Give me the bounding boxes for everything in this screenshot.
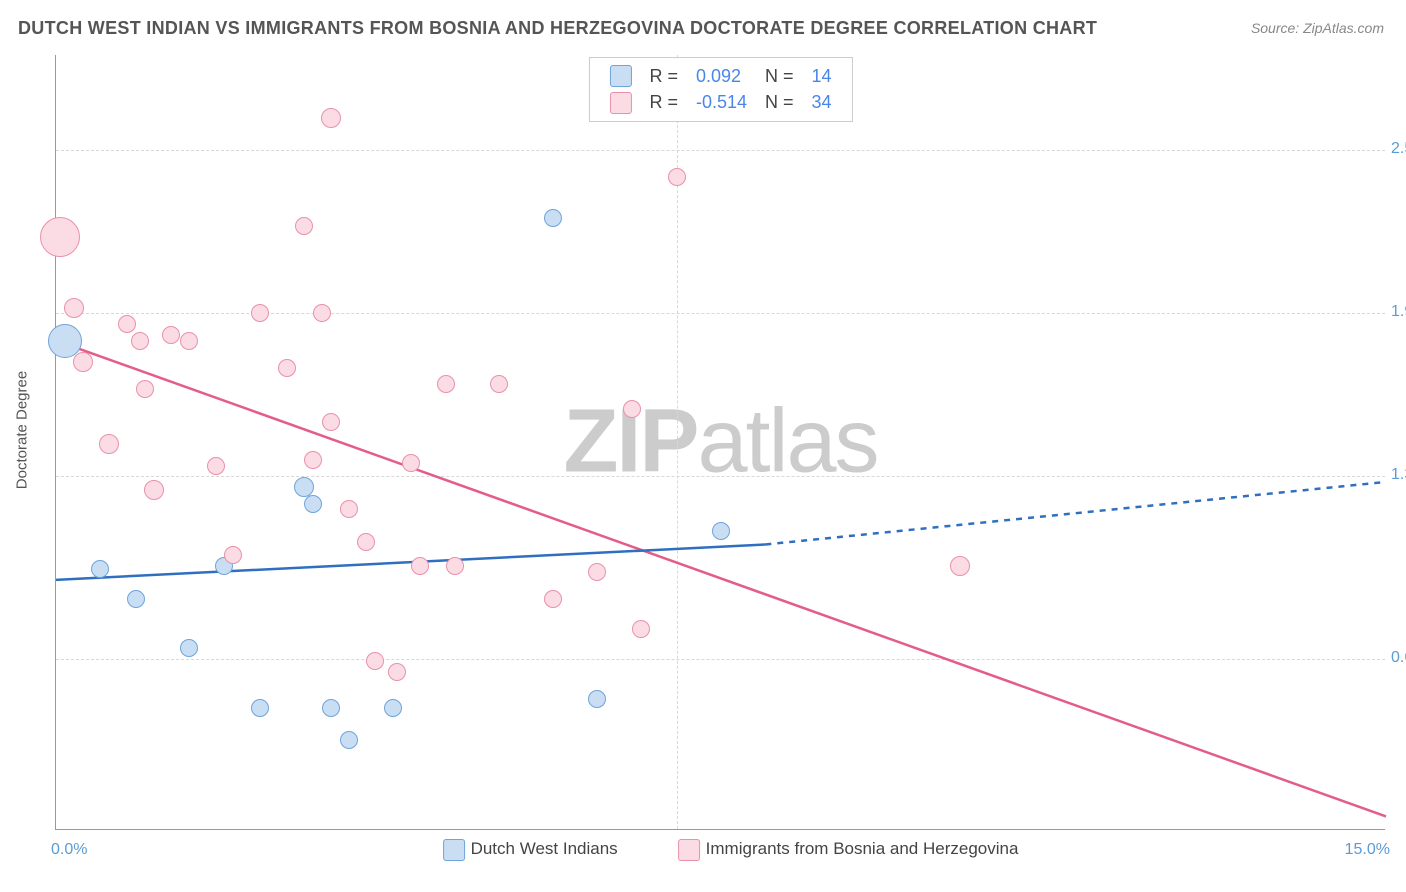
legend-row-dwi: R =0.092N =14 (601, 64, 839, 88)
bosnia-point (207, 457, 225, 475)
bosnia-point (544, 590, 562, 608)
bosnia-point (950, 556, 970, 576)
bosnia-point (668, 168, 686, 186)
dwi-point (180, 639, 198, 657)
chart-title: DUTCH WEST INDIAN VS IMMIGRANTS FROM BOS… (18, 18, 1097, 39)
bosnia-point (278, 359, 296, 377)
bosnia-point (224, 546, 242, 564)
x-tick-min: 0.0% (51, 841, 87, 859)
bosnia-point (99, 434, 119, 454)
legend-item-dwi: Dutch West Indians (423, 839, 618, 858)
bosnia-point (388, 663, 406, 681)
bosnia-point (402, 454, 420, 472)
bosnia-point (40, 217, 80, 257)
bosnia-point (411, 557, 429, 575)
bosnia-point (321, 108, 341, 128)
gridline (56, 150, 1385, 151)
bosnia-point (340, 500, 358, 518)
correlation-legend: R =0.092N =14R =-0.514N =34 (588, 57, 852, 122)
bosnia-point (295, 217, 313, 235)
source-attribution: Source: ZipAtlas.com (1251, 20, 1384, 36)
dwi-point (304, 495, 322, 513)
dwi-point (340, 731, 358, 749)
bosnia-point (588, 563, 606, 581)
dwi-point (384, 699, 402, 717)
bosnia-point (313, 304, 331, 322)
series-legend: Dutch West Indians Immigrants from Bosnia… (403, 839, 1039, 861)
bosnia-point (131, 332, 149, 350)
dwi-point (48, 324, 82, 358)
bosnia-point (632, 620, 650, 638)
dwi-point (588, 690, 606, 708)
dwi-point (91, 560, 109, 578)
dwi-point (544, 209, 562, 227)
bosnia-point (73, 352, 93, 372)
dwi-point (127, 590, 145, 608)
bosnia-point (162, 326, 180, 344)
bosnia-point (322, 413, 340, 431)
bosnia-point (64, 298, 84, 318)
bosnia-point (437, 375, 455, 393)
bosnia-point (144, 480, 164, 500)
y-axis-label: Doctorate Degree (14, 371, 31, 489)
plot-area: ZIPatlas 0.63%1.3%1.9%2.5% R =0.092N =14… (55, 55, 1385, 830)
bosnia-point (180, 332, 198, 350)
legend-item-bosnia: Immigrants from Bosnia and Herzegovina (658, 839, 1019, 858)
x-tick-max: 15.0% (1345, 841, 1390, 859)
dwi-point (251, 699, 269, 717)
bosnia-point (623, 400, 641, 418)
gridline (56, 659, 1385, 660)
y-tick-label: 1.3% (1391, 466, 1406, 484)
y-tick-label: 0.63% (1391, 649, 1406, 667)
y-tick-label: 1.9% (1391, 303, 1406, 321)
bosnia-point (357, 533, 375, 551)
bosnia-point (304, 451, 322, 469)
dwi-point (712, 522, 730, 540)
watermark: ZIPatlas (563, 391, 877, 494)
bosnia-point (251, 304, 269, 322)
legend-row-bosnia: R =-0.514N =34 (601, 90, 839, 114)
y-tick-label: 2.5% (1391, 140, 1406, 158)
bosnia-point (446, 557, 464, 575)
bosnia-point (490, 375, 508, 393)
bosnia-point (118, 315, 136, 333)
gridline (56, 476, 1385, 477)
dwi-point (322, 699, 340, 717)
bosnia-point (136, 380, 154, 398)
bosnia-point (366, 652, 384, 670)
